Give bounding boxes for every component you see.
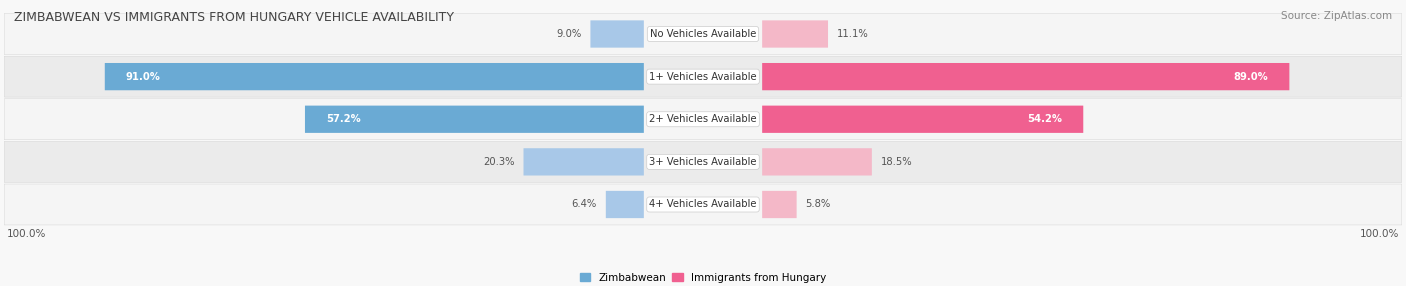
Text: No Vehicles Available: No Vehicles Available xyxy=(650,29,756,39)
FancyBboxPatch shape xyxy=(4,56,1402,97)
Text: 2+ Vehicles Available: 2+ Vehicles Available xyxy=(650,114,756,124)
Text: 54.2%: 54.2% xyxy=(1028,114,1063,124)
Text: 5.8%: 5.8% xyxy=(806,200,831,209)
FancyBboxPatch shape xyxy=(105,63,644,90)
Text: 100.0%: 100.0% xyxy=(7,229,46,239)
Text: 1+ Vehicles Available: 1+ Vehicles Available xyxy=(650,72,756,82)
FancyBboxPatch shape xyxy=(762,148,872,176)
FancyBboxPatch shape xyxy=(762,106,1083,133)
FancyBboxPatch shape xyxy=(762,191,797,218)
FancyBboxPatch shape xyxy=(591,20,644,48)
Text: 91.0%: 91.0% xyxy=(125,72,160,82)
Text: 9.0%: 9.0% xyxy=(557,29,582,39)
FancyBboxPatch shape xyxy=(4,99,1402,140)
Text: 11.1%: 11.1% xyxy=(837,29,869,39)
FancyBboxPatch shape xyxy=(4,141,1402,182)
Text: 20.3%: 20.3% xyxy=(484,157,515,167)
FancyBboxPatch shape xyxy=(523,148,644,176)
Text: 4+ Vehicles Available: 4+ Vehicles Available xyxy=(650,200,756,209)
FancyBboxPatch shape xyxy=(4,13,1402,54)
FancyBboxPatch shape xyxy=(4,184,1402,225)
Text: Source: ZipAtlas.com: Source: ZipAtlas.com xyxy=(1281,11,1392,21)
Text: 89.0%: 89.0% xyxy=(1234,72,1268,82)
Text: ZIMBABWEAN VS IMMIGRANTS FROM HUNGARY VEHICLE AVAILABILITY: ZIMBABWEAN VS IMMIGRANTS FROM HUNGARY VE… xyxy=(14,11,454,24)
Text: 57.2%: 57.2% xyxy=(326,114,360,124)
Text: 6.4%: 6.4% xyxy=(572,200,598,209)
Text: 100.0%: 100.0% xyxy=(1360,229,1399,239)
Text: 18.5%: 18.5% xyxy=(880,157,912,167)
Legend: Zimbabwean, Immigrants from Hungary: Zimbabwean, Immigrants from Hungary xyxy=(578,271,828,285)
FancyBboxPatch shape xyxy=(606,191,644,218)
FancyBboxPatch shape xyxy=(305,106,644,133)
FancyBboxPatch shape xyxy=(762,20,828,48)
FancyBboxPatch shape xyxy=(762,63,1289,90)
Text: 3+ Vehicles Available: 3+ Vehicles Available xyxy=(650,157,756,167)
